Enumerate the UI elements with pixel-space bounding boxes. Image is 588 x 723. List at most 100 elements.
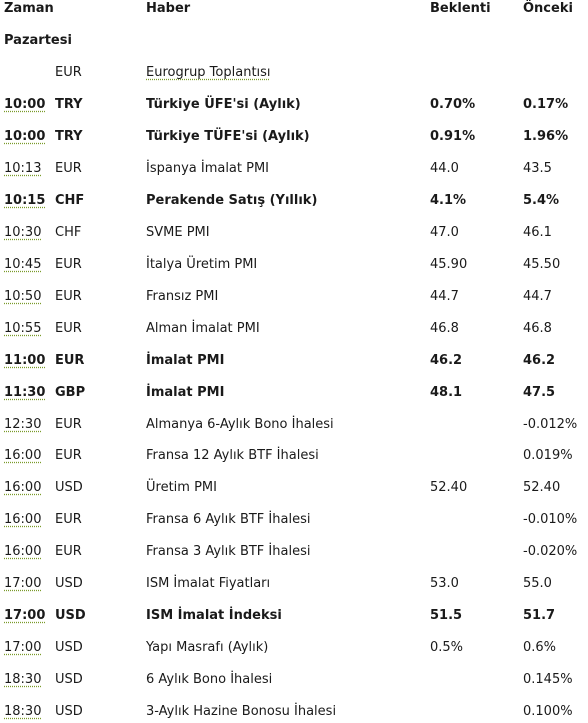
row-expected: 46.2: [430, 353, 463, 368]
row-news: Fransız PMI: [146, 289, 219, 304]
row-previous: 5.4%: [523, 193, 560, 208]
row-currency: EUR: [55, 289, 82, 304]
row-expected: 45.90: [430, 257, 468, 272]
row-time: 10:00: [4, 97, 46, 112]
row-previous: 0.17%: [523, 97, 569, 112]
row-currency: EUR: [55, 161, 82, 176]
row-currency: EUR: [55, 321, 82, 336]
row-currency: TRY: [55, 97, 83, 112]
row-news: Üretim PMI: [146, 480, 217, 495]
header-time: Zaman: [4, 1, 54, 16]
row-currency: USD: [55, 576, 83, 591]
row-currency: GBP: [55, 385, 86, 400]
row-time: 10:55: [4, 321, 42, 336]
row-time: 16:00: [4, 544, 42, 559]
row-expected: 0.91%: [430, 129, 476, 144]
row-time: 16:00: [4, 512, 42, 527]
row-time: 18:30: [4, 704, 42, 719]
row-previous: 47.5: [523, 385, 556, 400]
row-expected: 51.5: [430, 608, 463, 623]
row-news: İspanya İmalat PMI: [146, 161, 270, 176]
row-news: Fransa 12 Aylık BTF İhalesi: [146, 448, 319, 463]
row-currency: TRY: [55, 129, 83, 144]
row-news: Perakende Satış (Yıllık): [146, 193, 318, 208]
row-previous: 0.019%: [523, 448, 573, 463]
row-currency: USD: [55, 704, 83, 719]
row-expected: 0.70%: [430, 97, 476, 112]
row-expected: 53.0: [430, 576, 459, 591]
row-news: 3-Aylık Hazine Bonosu İhalesi: [146, 704, 337, 719]
row-news: Türkiye TÜFE'si (Aylık): [146, 129, 310, 144]
row-previous: 46.1: [523, 225, 552, 240]
row-previous: 46.2: [523, 353, 556, 368]
group-news: Eurogrup Toplantısı: [146, 65, 271, 80]
row-news: Yapı Masrafı (Aylık): [146, 640, 269, 655]
row-currency: EUR: [55, 512, 82, 527]
row-currency: EUR: [55, 257, 82, 272]
row-currency: USD: [55, 480, 83, 495]
header-news: Haber: [146, 1, 191, 16]
row-previous: 51.7: [523, 608, 556, 623]
row-previous: 44.7: [523, 289, 552, 304]
row-previous: 0.145%: [523, 672, 573, 687]
row-expected: 0.5%: [430, 640, 464, 655]
row-expected: 44.0: [430, 161, 459, 176]
row-currency: CHF: [55, 193, 85, 208]
row-news: Türkiye ÜFE'si (Aylık): [146, 97, 301, 112]
row-previous: 55.0: [523, 576, 552, 591]
row-currency: EUR: [55, 353, 85, 368]
row-news: İtalya Üretim PMI: [146, 257, 258, 272]
row-expected: 46.8: [430, 321, 459, 336]
row-news: Almanya 6-Aylık Bono İhalesi: [146, 417, 334, 432]
row-time: 16:00: [4, 480, 42, 495]
row-expected: 4.1%: [430, 193, 467, 208]
row-time: 11:30: [4, 385, 46, 400]
row-time: 17:00: [4, 640, 42, 655]
row-news: Alman İmalat PMI: [146, 321, 260, 336]
row-previous: 45.50: [523, 257, 561, 272]
row-previous: 1.96%: [523, 129, 569, 144]
row-previous: -0.012%: [523, 417, 578, 432]
row-currency: EUR: [55, 448, 82, 463]
day-label: Pazartesi: [4, 33, 72, 48]
row-time: 17:00: [4, 608, 46, 623]
row-time: 18:30: [4, 672, 42, 687]
group-currency: EUR: [55, 65, 82, 80]
row-expected: 48.1: [430, 385, 463, 400]
row-previous: -0.020%: [523, 544, 578, 559]
header-previous: Önceki: [523, 1, 573, 16]
row-previous: 52.40: [523, 480, 561, 495]
row-news: 6 Aylık Bono İhalesi: [146, 672, 273, 687]
row-news: ISM İmalat Fiyatları: [146, 576, 271, 591]
row-previous: 46.8: [523, 321, 552, 336]
row-news: İmalat PMI: [146, 353, 225, 368]
row-previous: 0.6%: [523, 640, 557, 655]
row-previous: -0.010%: [523, 512, 578, 527]
row-time: 16:00: [4, 448, 42, 463]
row-time: 10:50: [4, 289, 42, 304]
row-time: 10:45: [4, 257, 42, 272]
row-news: Fransa 6 Aylık BTF İhalesi: [146, 512, 311, 527]
row-time: 10:00: [4, 129, 46, 144]
row-time: 12:30: [4, 417, 42, 432]
row-previous: 0.100%: [523, 704, 573, 719]
row-currency: USD: [55, 640, 83, 655]
row-currency: EUR: [55, 417, 82, 432]
row-expected: 47.0: [430, 225, 459, 240]
row-previous: 43.5: [523, 161, 552, 176]
row-time: 10:15: [4, 193, 46, 208]
row-currency: USD: [55, 608, 86, 623]
row-news: ISM İmalat İndeksi: [146, 608, 282, 623]
row-expected: 44.7: [430, 289, 459, 304]
row-currency: EUR: [55, 544, 82, 559]
row-news: SVME PMI: [146, 225, 210, 240]
row-time: 11:00: [4, 353, 46, 368]
row-time: 10:13: [4, 161, 42, 176]
row-time: 10:30: [4, 225, 42, 240]
row-news: Fransa 3 Aylık BTF İhalesi: [146, 544, 311, 559]
row-currency: USD: [55, 672, 83, 687]
row-news: İmalat PMI: [146, 385, 225, 400]
row-currency: CHF: [55, 225, 82, 240]
row-expected: 52.40: [430, 480, 468, 495]
row-time: 17:00: [4, 576, 42, 591]
